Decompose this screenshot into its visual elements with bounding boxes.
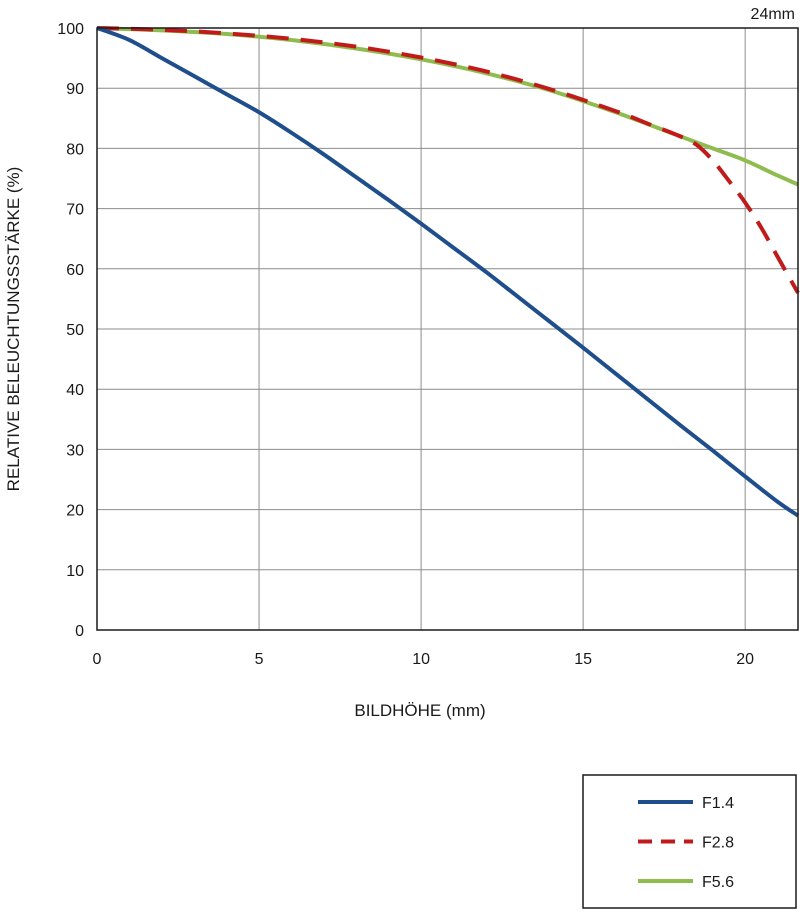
- legend-label: F2.8: [702, 835, 734, 852]
- y-tick-label: 10: [66, 563, 84, 580]
- x-tick-label: 20: [736, 651, 754, 668]
- y-tick-label: 30: [66, 442, 84, 459]
- chart-title: 24mm: [751, 6, 795, 23]
- y-axis-label: RELATIVE BELEUCHTUNGSSTÄRKE (%): [4, 167, 23, 492]
- y-tick-labels: 0 10 20 30 40 50 60 70 80 90 100: [57, 21, 84, 640]
- plot-frame: [96, 27, 799, 631]
- series-line-f28: [96, 26, 800, 294]
- series-line-f56: [96, 26, 799, 187]
- x-tick-labels: 0 5 10 15 20: [93, 651, 755, 668]
- y-tick-label: 20: [66, 503, 84, 520]
- x-tick-label: 0: [93, 651, 102, 668]
- y-tick-label: 100: [57, 21, 84, 38]
- legend-label: F5.6: [702, 874, 734, 891]
- series-line-f14: [96, 26, 800, 518]
- grid: [96, 27, 798, 631]
- x-tick-label: 5: [255, 651, 264, 668]
- x-tick-label: 10: [412, 651, 430, 668]
- y-tick-label: 50: [66, 322, 84, 339]
- y-tick-label: 60: [66, 262, 84, 279]
- y-tick-label: 70: [66, 202, 84, 219]
- y-tick-label: 90: [66, 81, 84, 98]
- y-tick-label: 0: [75, 623, 84, 640]
- x-axis-label: BILDHÖHE (mm): [354, 701, 485, 720]
- x-tick-label: 15: [574, 651, 592, 668]
- y-tick-label: 80: [66, 141, 84, 158]
- legend: F1.4 F2.8 F5.6: [582, 774, 797, 909]
- y-tick-label: 40: [66, 382, 84, 399]
- legend-label: F1.4: [702, 795, 734, 812]
- series-lines: [96, 26, 800, 518]
